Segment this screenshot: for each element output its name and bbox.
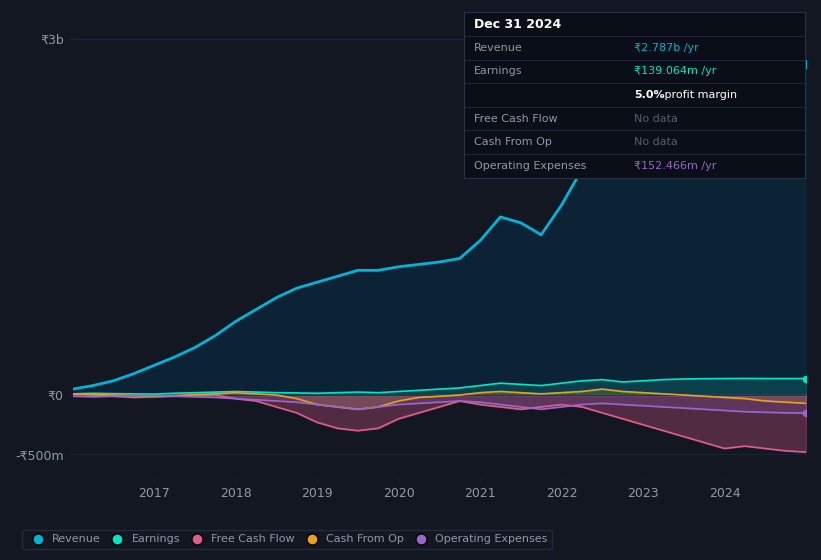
Text: ₹2.787b /yr: ₹2.787b /yr: [635, 43, 699, 53]
Text: profit margin: profit margin: [662, 90, 737, 100]
Text: Earnings: Earnings: [474, 66, 523, 76]
Text: No data: No data: [635, 114, 678, 124]
Point: [800, 409, 813, 418]
Text: 5.0%: 5.0%: [635, 90, 665, 100]
Text: Cash From Op: Cash From Op: [474, 137, 552, 147]
Text: ₹139.064m /yr: ₹139.064m /yr: [635, 66, 717, 76]
Legend: Revenue, Earnings, Free Cash Flow, Cash From Op, Operating Expenses: Revenue, Earnings, Free Cash Flow, Cash …: [22, 530, 552, 549]
Point: [800, 374, 813, 383]
Point: [800, 59, 813, 68]
Text: No data: No data: [635, 137, 678, 147]
Text: Free Cash Flow: Free Cash Flow: [474, 114, 557, 124]
Text: Revenue: Revenue: [474, 43, 523, 53]
Text: Operating Expenses: Operating Expenses: [474, 161, 586, 171]
Text: ₹152.466m /yr: ₹152.466m /yr: [635, 161, 717, 171]
Text: Dec 31 2024: Dec 31 2024: [474, 17, 562, 31]
